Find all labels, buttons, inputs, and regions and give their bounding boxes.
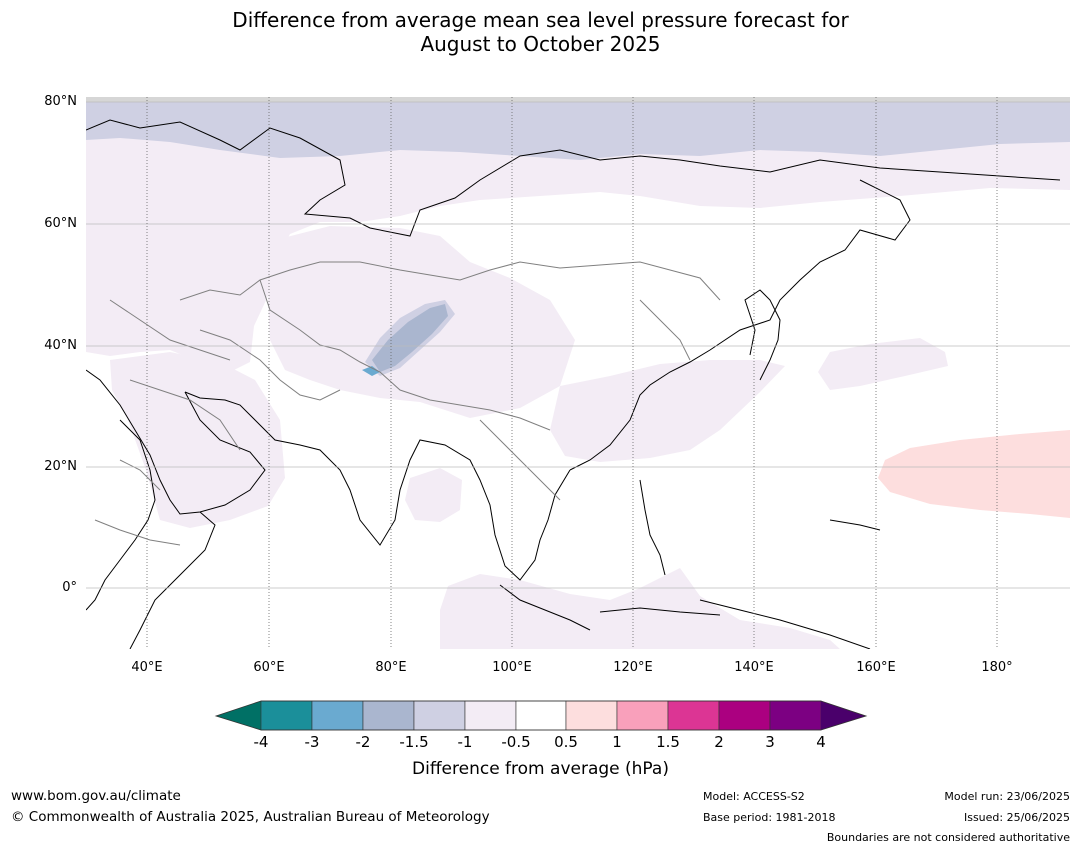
coastlines bbox=[86, 119, 1061, 649]
lon-label-100e: 100°E bbox=[492, 660, 532, 675]
anomaly-region-weak-negative-pacific bbox=[818, 338, 948, 390]
colorbar-extend-high bbox=[821, 701, 866, 730]
anomaly-region-weak-negative-bay-of-bengal bbox=[405, 468, 462, 522]
lon-label-140e: 140°E bbox=[734, 660, 774, 675]
colorbar-tick: 4 bbox=[816, 733, 826, 751]
title-line-1: Difference from average mean sea level p… bbox=[232, 8, 849, 32]
issued-date: Issued: 25/06/2025 bbox=[963, 811, 1070, 824]
colorbar-tick: 1.5 bbox=[656, 733, 680, 751]
colorbar-segment bbox=[260, 700, 313, 731]
chart-title: Difference from average mean sea level p… bbox=[0, 8, 1081, 56]
colorbar-tick: -2 bbox=[355, 733, 371, 751]
lat-label-60n: 60°N bbox=[44, 216, 77, 231]
anomaly-region-positive-pacific bbox=[878, 430, 1070, 518]
model-run-date: Model run: 23/06/2025 bbox=[944, 790, 1070, 803]
lon-label-180: 180° bbox=[981, 660, 1013, 675]
colorbar-tick: -0.5 bbox=[501, 733, 531, 751]
colorbar-tick: 0.5 bbox=[554, 733, 578, 751]
national-borders bbox=[94, 261, 721, 546]
colorbar-segment bbox=[311, 700, 364, 731]
anomaly-region-moderate-negative-arctic bbox=[86, 97, 1070, 160]
colorbar-segment bbox=[464, 700, 517, 731]
colorbar-tick: -1.5 bbox=[399, 733, 429, 751]
lat-label-20n: 20°N bbox=[44, 459, 77, 474]
lon-label-120e: 120°E bbox=[613, 660, 653, 675]
colorbar-tick: 1 bbox=[612, 733, 622, 751]
colorbar-extend-low bbox=[216, 701, 261, 730]
colorbar-label: Difference from average (hPa) bbox=[412, 759, 669, 779]
colorbar-tick: -1 bbox=[457, 733, 473, 751]
anomaly-region-very-strong-negative bbox=[362, 366, 380, 376]
colorbar-segment bbox=[565, 700, 618, 731]
lat-label-40n: 40°N bbox=[44, 338, 77, 353]
model-name: Model: ACCESS-S2 bbox=[703, 790, 805, 803]
lon-label-80e: 80°E bbox=[375, 660, 407, 675]
boundaries-disclaimer: Boundaries are not considered authoritat… bbox=[826, 831, 1070, 844]
anomaly-region-weak-negative-north bbox=[86, 97, 1070, 372]
lat-label-0: 0° bbox=[62, 580, 77, 595]
lon-label-40e: 40°E bbox=[131, 660, 163, 675]
colorbar-segment bbox=[718, 700, 771, 731]
colorbar-tick: -4 bbox=[253, 733, 269, 751]
colorbar-tick: 2 bbox=[714, 733, 724, 751]
colorbar-segment bbox=[515, 700, 567, 731]
bom-url[interactable]: www.bom.gov.au/climate bbox=[11, 788, 181, 804]
parallels bbox=[86, 101, 1070, 589]
title-line-2: August to October 2025 bbox=[420, 32, 661, 56]
lat-label-80n: 80°N bbox=[44, 94, 77, 109]
meridians bbox=[146, 97, 998, 649]
colorbar-segment bbox=[616, 700, 669, 731]
polar-cap bbox=[86, 97, 1070, 102]
colorbar-outline bbox=[214, 700, 868, 731]
colorbar-segment bbox=[769, 700, 822, 731]
copyright-text: © Commonwealth of Australia 2025, Austra… bbox=[11, 809, 490, 825]
base-period: Base period: 1981-2018 bbox=[703, 811, 836, 824]
lon-label-60e: 60°E bbox=[253, 660, 285, 675]
colorbar-tick: 3 bbox=[765, 733, 775, 751]
colorbar-segment bbox=[362, 700, 415, 731]
colorbar-tick: -3 bbox=[304, 733, 320, 751]
colorbar-segment bbox=[413, 700, 466, 731]
anomaly-region-weak-negative-east-asia bbox=[550, 360, 785, 462]
lon-label-160e: 160°E bbox=[856, 660, 896, 675]
colorbar-segment bbox=[667, 700, 720, 731]
